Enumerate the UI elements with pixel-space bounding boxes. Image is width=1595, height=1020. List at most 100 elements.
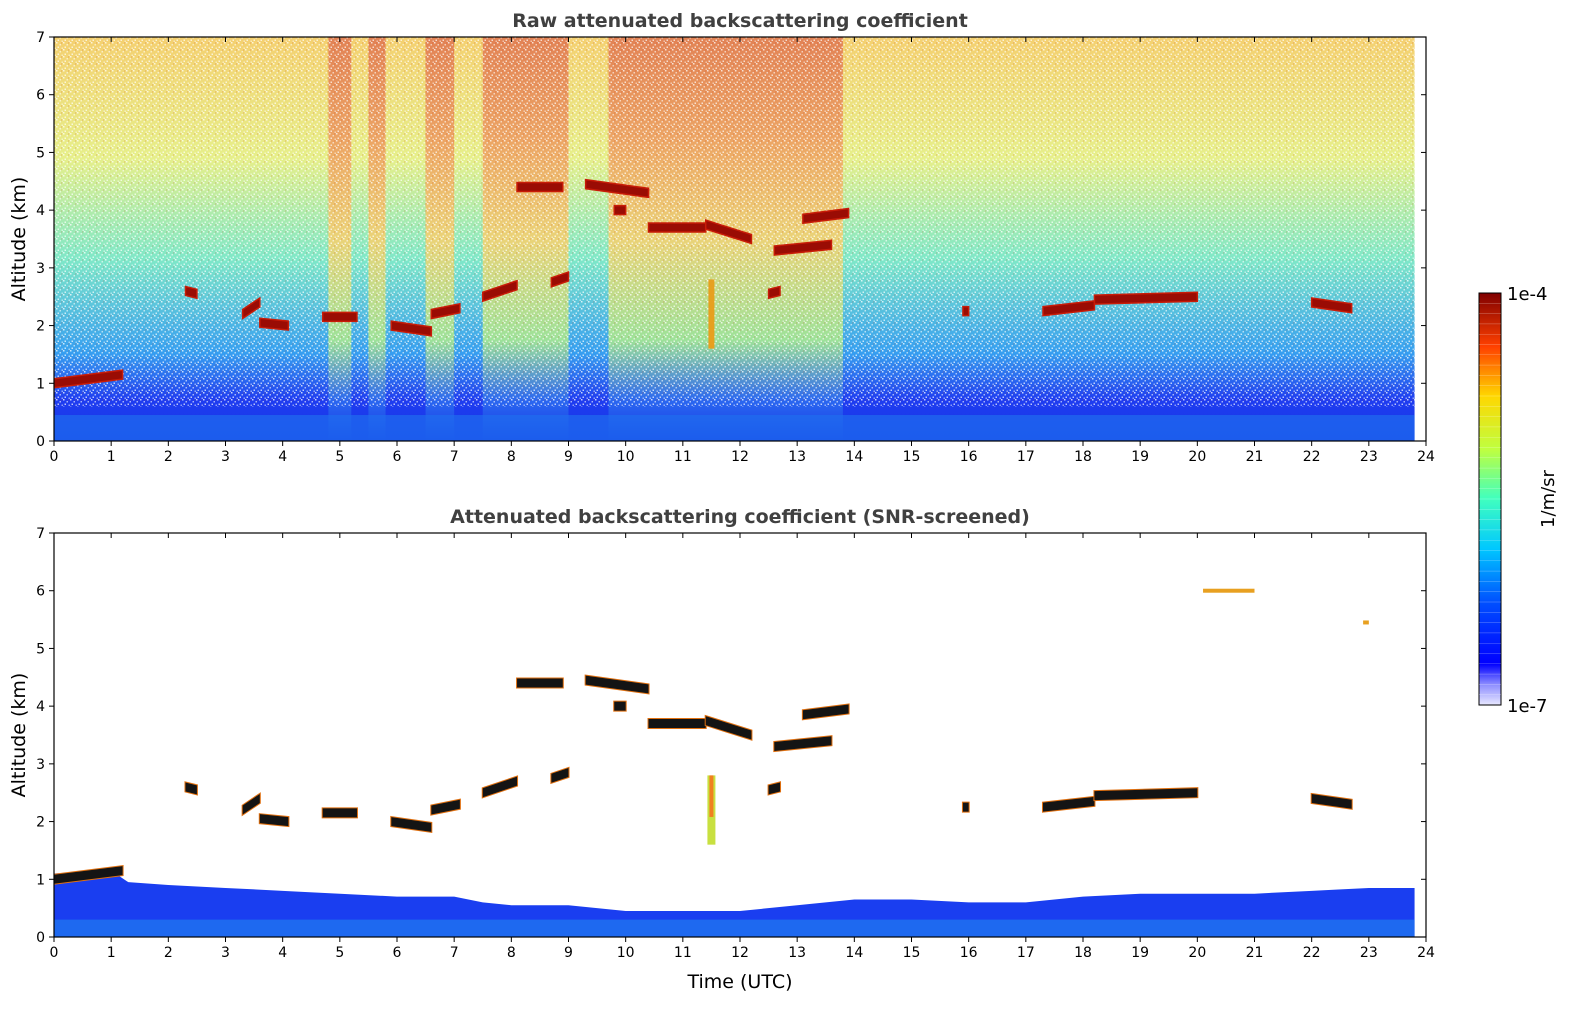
x-tick-label: 23 [1360,449,1378,465]
x-tick-label: 10 [617,449,635,465]
cloud-layer [962,802,969,812]
x-tick-label: 3 [221,449,230,465]
y-tick-label: 5 [36,641,45,657]
y-tick-label: 6 [36,88,45,104]
cloud-layer [551,768,569,783]
x-tick-label: 23 [1360,945,1378,961]
precipitation-streak-core [709,775,714,817]
cloud-layer [516,181,564,193]
colorbar-unit-label: 1/m/sr [1538,469,1559,527]
x-tick-label: 2 [164,945,173,961]
x-tick-label: 7 [450,945,459,961]
cloud-layer [482,279,518,303]
cloud-layer [517,678,563,688]
x-tick-label: 13 [788,945,806,961]
y-tick-label: 2 [36,319,45,335]
x-tick-label: 7 [450,449,459,465]
x-tick-label: 13 [788,449,806,465]
cloud-layer [322,808,357,818]
cloud-layer [705,716,752,740]
cloud-layer [390,320,433,337]
x-tick-label: 18 [1074,449,1092,465]
cloud-layer [585,675,649,694]
y-axis-label: Altitude (km) [8,177,30,302]
y-tick-label: 5 [36,145,45,161]
cloud-layer [550,270,570,288]
x-tick-label: 14 [845,449,863,465]
y-tick-label: 3 [36,757,45,773]
cloud-layer [614,701,626,711]
cloud-layer [704,219,753,245]
cloud-layer [259,317,290,331]
x-tick-label: 19 [1131,449,1149,465]
x-tick-label: 19 [1131,945,1149,961]
near-surface-layer [54,415,1415,441]
cloud-layer [1093,291,1199,305]
cloud-layer [648,718,706,728]
x-tick-label: 10 [617,945,635,961]
x-tick-label: 5 [335,449,344,465]
y-tick-label: 7 [36,30,45,46]
x-tick-label: 18 [1074,945,1092,961]
cloud-layer [321,311,358,323]
cloud-layer [391,817,432,832]
cloud-layer [774,736,832,752]
x-tick-label: 21 [1246,449,1264,465]
colorbar: 1e-4 1e-7 1/m/sr [1478,284,1559,717]
precipitation-streak [707,775,716,845]
x-tick-label: 20 [1188,945,1206,961]
cloud-layer [54,369,124,389]
cloud-layers [54,178,1353,389]
cloud-layer [768,782,781,795]
x-tick-label: 11 [674,945,692,961]
x-tick-label: 16 [960,945,978,961]
x-tick-label: 2 [164,449,173,465]
cloud-layer [767,285,781,300]
chart-screened: Attenuated backscattering coefficient (S… [8,506,1435,993]
x-tick-label: 8 [507,945,516,961]
y-axis: 0 1 2 3 4 5 6 7 [36,526,1426,946]
x-tick-label: 17 [1017,945,1035,961]
x-tick-label: 14 [845,945,863,961]
x-axis: 0 1 2 3 4 5 6 7 8 9 10 11 12 13 14 15 16 17 18 19 20 21 22 23 24 [50,533,1435,961]
chart-title: Raw attenuated backscattering coefficien… [512,10,968,32]
x-tick-label: 9 [564,449,573,465]
x-tick-label: 17 [1017,449,1035,465]
y-axis: 0 1 2 3 4 5 6 7 [36,30,1426,450]
cloud-layer [773,239,833,256]
high-cloud-fragment [1363,620,1369,625]
x-axis: 0 1 2 3 4 5 6 7 8 9 10 11 12 13 14 15 16 17 18 19 20 21 22 23 24 [50,37,1435,465]
cloud-layer [613,204,627,216]
heatmap-area [54,37,1415,441]
x-tick-label: 24 [1417,945,1435,961]
colorbar-bands [1479,303,1501,695]
x-tick-label: 15 [903,945,921,961]
cloud-layer [259,814,289,827]
heatmap-area [54,588,1415,937]
x-tick-label: 12 [731,449,749,465]
cloud-layer [54,866,123,884]
y-tick-label: 0 [36,930,45,946]
x-tick-label: 6 [393,945,402,961]
x-axis-label: Time (UTC) [686,971,792,993]
boundary-layer [54,870,1415,937]
chart-raw: Raw attenuated backscattering coefficien… [8,10,1435,465]
y-axis-label: Altitude (km) [8,673,30,798]
x-tick-label: 6 [393,449,402,465]
chart-title: Attenuated backscattering coefficient (S… [450,506,1030,528]
x-tick-label: 3 [221,945,230,961]
background-signal [54,37,1415,441]
x-tick-label: 22 [1303,449,1321,465]
x-tick-label: 8 [507,449,516,465]
cloud-layer [1042,796,1095,812]
y-tick-label: 4 [36,203,45,219]
y-tick-label: 7 [36,526,45,542]
x-tick-label: 22 [1303,945,1321,961]
noise-texture [54,37,1415,407]
x-tick-label: 24 [1417,449,1435,465]
y-tick-label: 0 [36,434,45,450]
colorbar-min-label: 1e-7 [1507,696,1547,717]
cloud-layer [184,285,198,300]
y-tick-label: 4 [36,699,45,715]
